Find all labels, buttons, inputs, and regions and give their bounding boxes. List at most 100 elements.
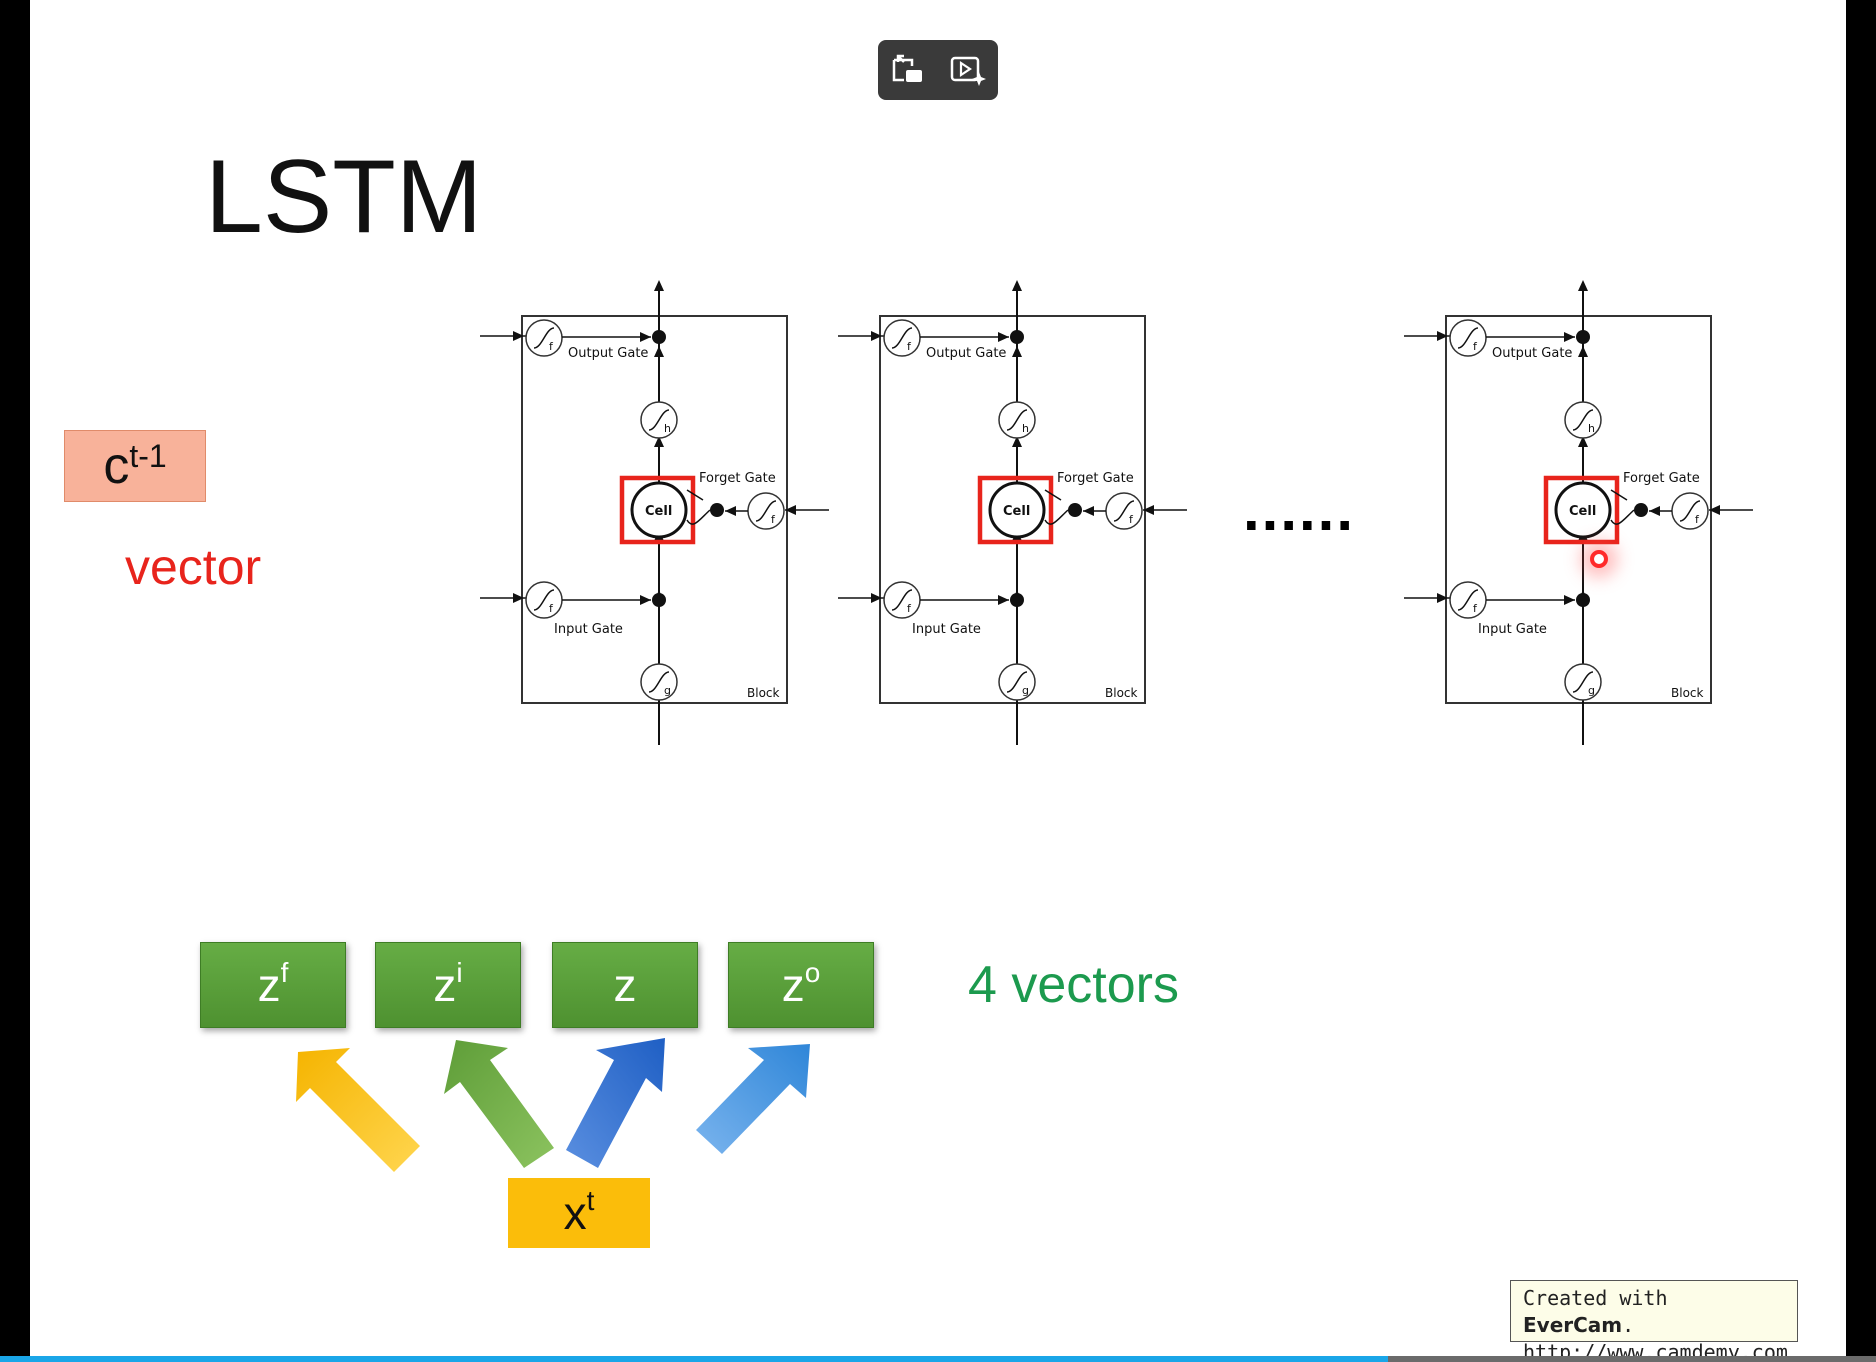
output-node-arrow-1 [654, 346, 664, 357]
cell-feedback-1 [686, 489, 704, 501]
cell-circle-2 [988, 481, 1046, 539]
h-sigmoid-2-label: h [1022, 422, 1029, 435]
output-gate-in-arrow-1 [513, 331, 524, 341]
input-gate-sigmoid-3-label: f [1473, 602, 1478, 615]
z-base: z [613, 959, 637, 1011]
h-sigmoid-3-curve [1572, 409, 1594, 431]
output-arrow-2 [1012, 280, 1022, 291]
z-forget-base: z [257, 959, 281, 1011]
input-gate-sigmoid-2-label: f [907, 602, 912, 615]
arrow-yellow [296, 1048, 420, 1172]
input-gate-label-3: Input Gate [1478, 622, 1547, 637]
video-controls [878, 40, 998, 100]
input-gate-sigmoid-1-curve [533, 589, 555, 611]
block-label-2: Block [1105, 686, 1138, 700]
output-arrow-3 [1578, 280, 1588, 291]
block-label-1: Block [747, 686, 780, 700]
input-gate-in-arrow-1 [513, 593, 524, 603]
cell-highlight-2 [977, 475, 1054, 545]
cell-feedback-2 [1044, 489, 1062, 501]
play-sparkle-icon [950, 56, 986, 86]
play-sparkle-button[interactable] [946, 48, 990, 92]
forget-gate-sigmoid-2-curve [1113, 500, 1135, 522]
h-sigmoid-3-label: h [1588, 422, 1595, 435]
cell-state-box: c t-1 [64, 430, 206, 502]
cell-feedback-3 [1610, 489, 1628, 501]
z-output-base: z [781, 959, 805, 1011]
z-forget-sup: f [280, 957, 289, 988]
forget-gate-sigmoid-3-curve [1679, 500, 1701, 522]
forget-gate-label-3: Forget Gate [1623, 471, 1700, 486]
g-sigmoid-2-label: g [1022, 684, 1029, 697]
output-gate-sigmoid-1-label: f [549, 340, 554, 353]
cell-state-sup: t-1 [129, 437, 167, 474]
forget-link-arrow-3 [1649, 506, 1660, 516]
cell-circle-1 [630, 481, 688, 539]
z-output-sup: o [804, 957, 821, 988]
input-node-1 [652, 593, 666, 607]
evercam-watermark: Created with EverCam. http://www.camdemy… [1510, 1280, 1798, 1362]
four-vectors-label: 4 vectors [968, 956, 1179, 1014]
forget-in-arrow-3 [1709, 505, 1720, 515]
output-arrow-1 [654, 280, 664, 291]
cell-label-3: Cell [1569, 504, 1596, 519]
forget-gate-sigmoid-2-label: f [1129, 513, 1134, 526]
forget-gate-sigmoid-1-curve [755, 500, 777, 522]
slide-title: LSTM [205, 139, 483, 255]
input-gate-in-arrow-2 [871, 593, 882, 603]
forget-in-arrow-1 [785, 505, 796, 515]
input-gate-link-arrow-2 [998, 595, 1009, 605]
cell-highlight-3 [1543, 475, 1620, 545]
video-progress-fill [0, 1356, 1389, 1362]
forget-gate-label-2: Forget Gate [1057, 471, 1134, 486]
input-node-3 [1576, 593, 1590, 607]
output-gate-in-arrow-3 [1437, 331, 1448, 341]
output-gate-sigmoid-2-curve [891, 327, 913, 349]
input-gate-sigmoid-1-label: f [549, 602, 554, 615]
output-node-2 [1010, 330, 1024, 344]
z-box: z [552, 942, 698, 1028]
forget-loop-2 [1044, 509, 1069, 525]
g-sigmoid-3-label: g [1588, 684, 1595, 697]
watermark-brand: EverCam [1523, 1313, 1623, 1337]
output-gate-sigmoid-1-curve [533, 327, 555, 349]
watermark-prefix: Created with [1523, 1286, 1668, 1310]
output-node-1 [652, 330, 666, 344]
output-gate-sigmoid-3-label: f [1473, 340, 1478, 353]
cell-label-1: Cell [645, 504, 672, 519]
h-sigmoid-2-curve [1006, 409, 1028, 431]
ellipsis: ...... [1243, 476, 1356, 543]
input-gate-sigmoid-3-curve [1457, 589, 1479, 611]
output-gate-in-arrow-2 [871, 331, 882, 341]
forget-in-arrow-2 [1143, 505, 1154, 515]
h-sigmoid-1-label: h [664, 422, 671, 435]
laser-pointer-icon [1590, 550, 1608, 568]
output-gate-link-arrow-3 [1564, 332, 1575, 342]
input-gate-link-arrow-1 [640, 595, 651, 605]
g-sigmoid-3-curve [1572, 671, 1594, 693]
output-node-3 [1576, 330, 1590, 344]
forget-link-arrow-2 [1083, 506, 1094, 516]
g-sigmoid-1-curve [648, 671, 670, 693]
h-arrow-1 [654, 436, 664, 447]
cell-circle-3 [1554, 481, 1612, 539]
cell-highlight-1 [619, 475, 696, 545]
arrow-light-blue [696, 1044, 810, 1154]
output-gate-link-arrow-2 [998, 332, 1009, 342]
h-sigmoid-1-curve [648, 409, 670, 431]
watermark-line1: Created with EverCam. [1523, 1285, 1785, 1339]
output-gate-label-1: Output Gate [568, 346, 648, 361]
output-gate-label-2: Output Gate [926, 346, 1006, 361]
forget-node-2 [1068, 503, 1082, 517]
picture-in-picture-button[interactable] [886, 48, 930, 92]
video-progress-bar[interactable] [0, 1356, 1876, 1362]
picture-in-picture-icon [892, 54, 922, 82]
output-gate-sigmoid-3-curve [1457, 327, 1479, 349]
cell-state-base: c [103, 437, 130, 495]
forget-loop-3 [1610, 509, 1635, 525]
